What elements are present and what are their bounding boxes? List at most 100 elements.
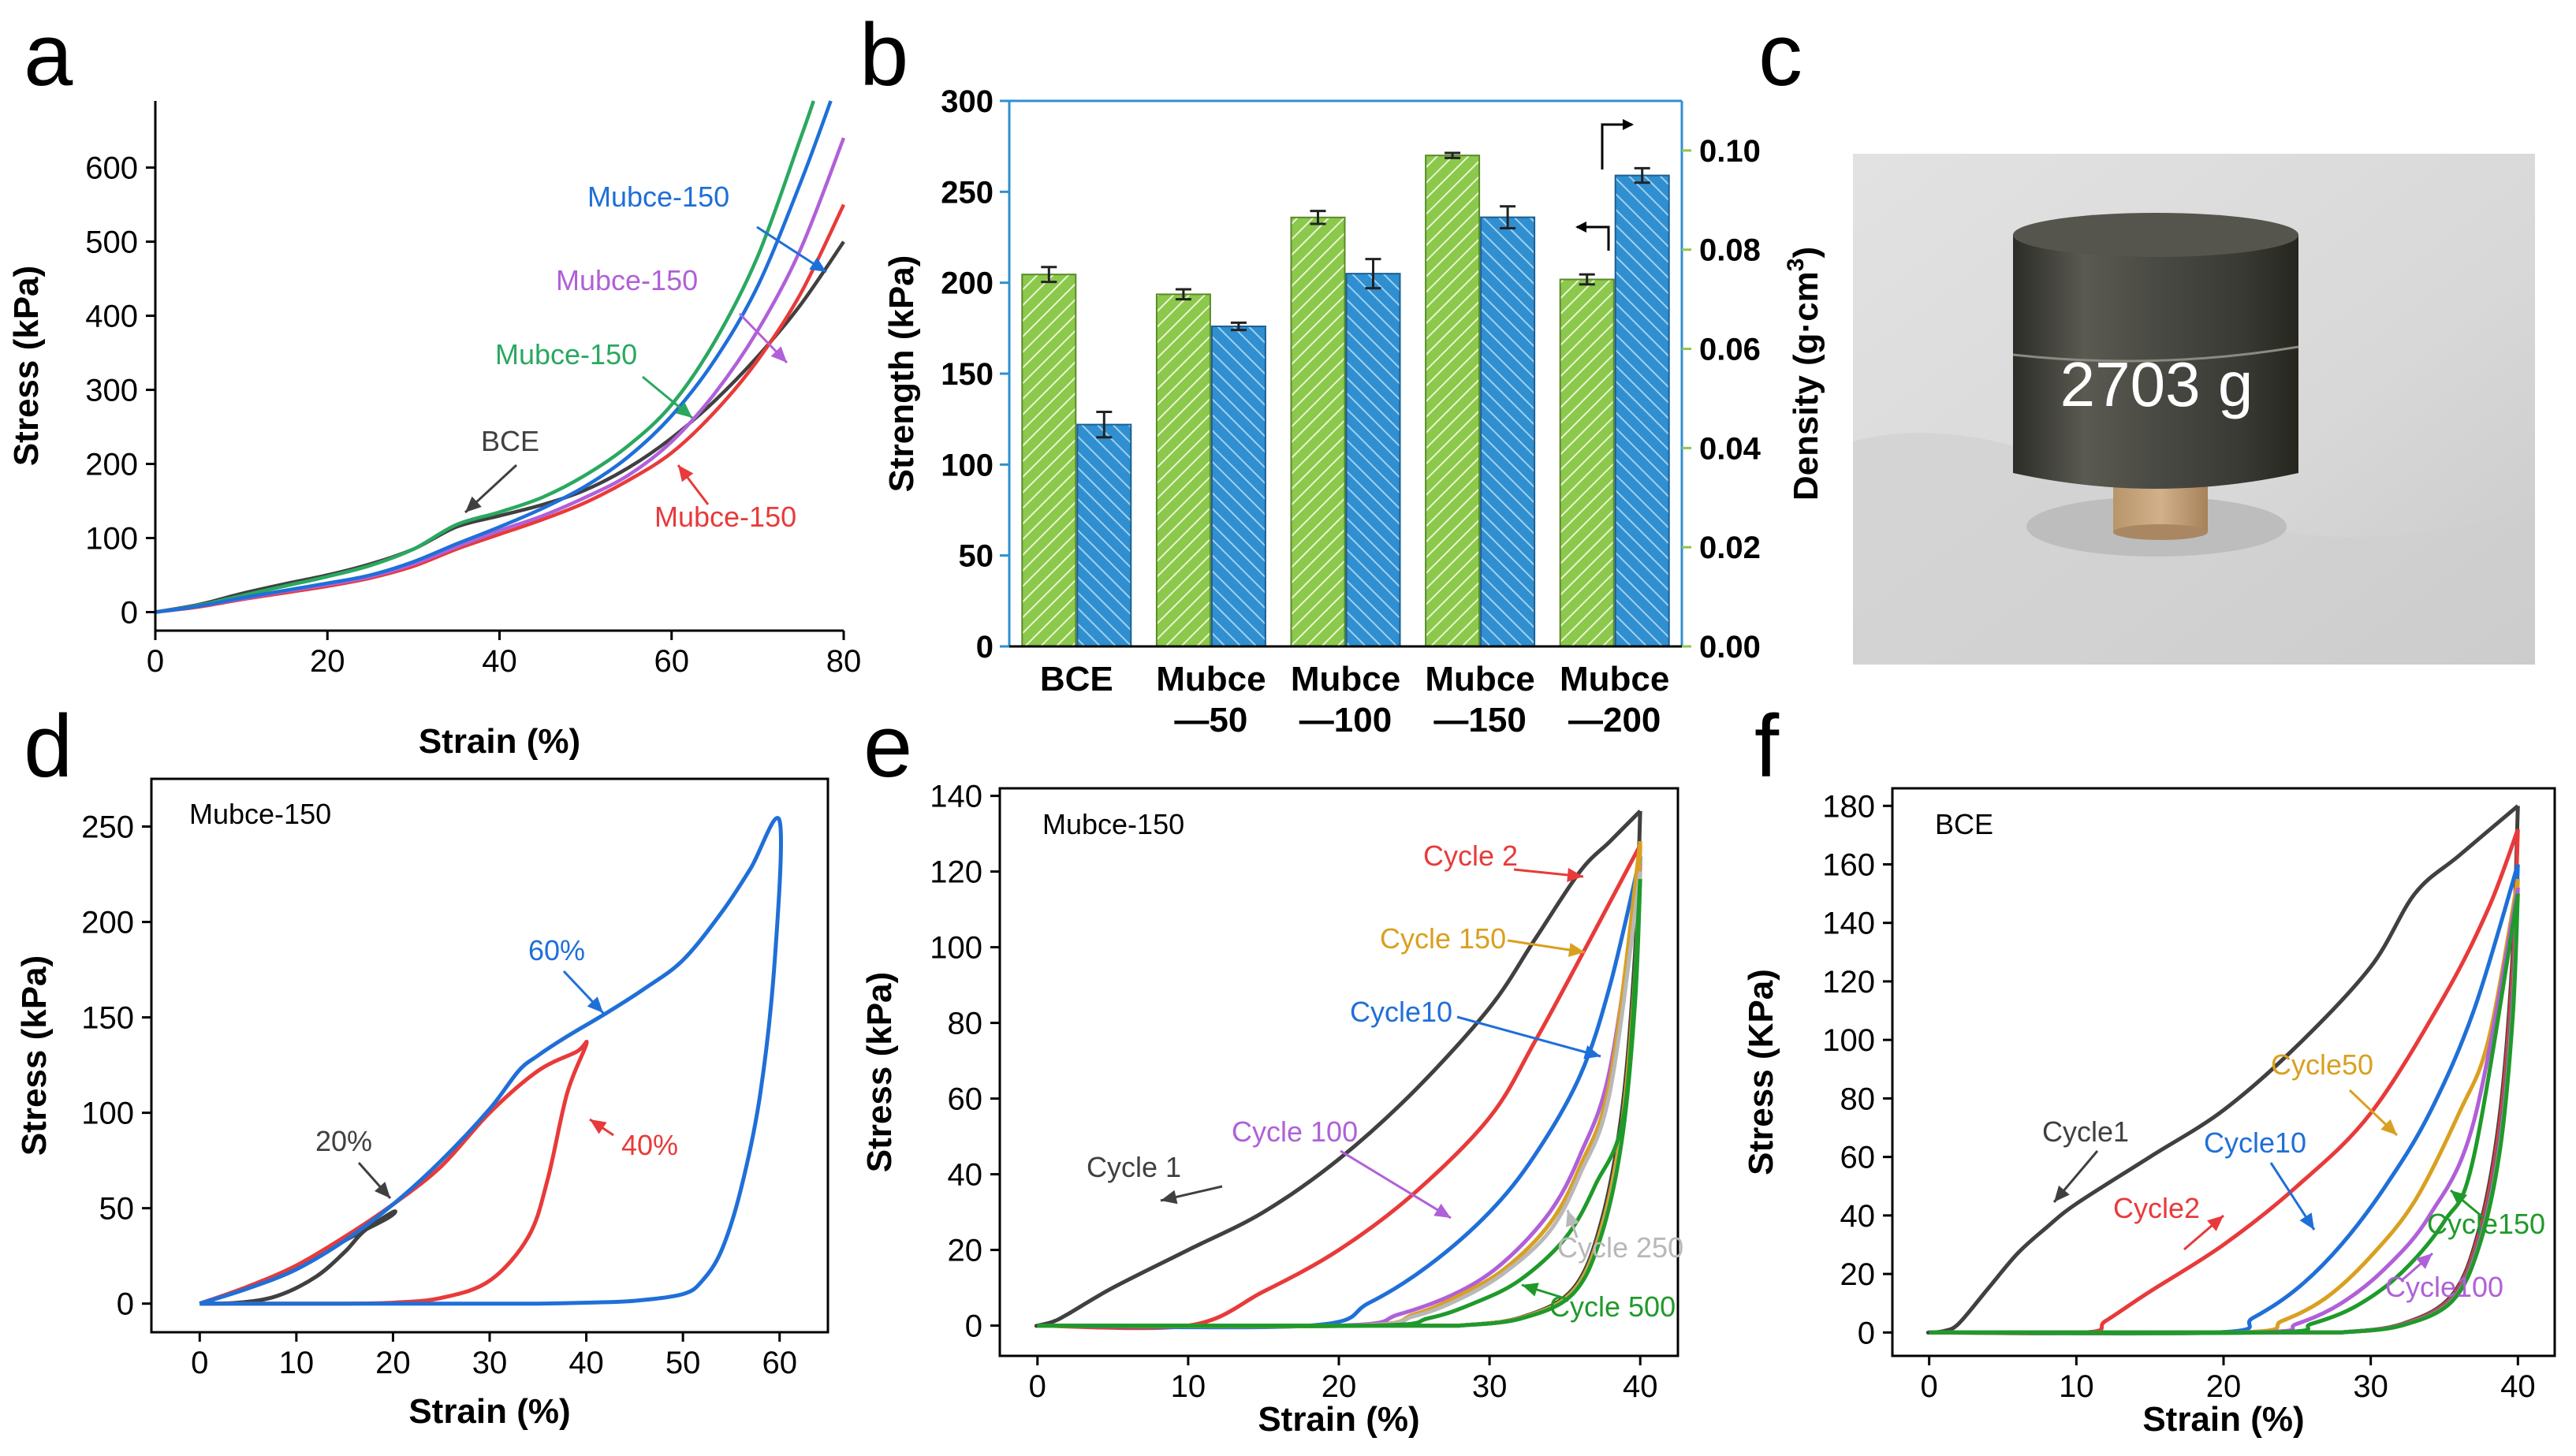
y-tick-label: 160 xyxy=(1822,847,1875,882)
category-label: —150 xyxy=(1433,701,1526,739)
x-tick-label: 40 xyxy=(1623,1369,1658,1404)
y-tick-label: 120 xyxy=(930,855,982,890)
category-label: Mubce xyxy=(1291,660,1400,698)
bar-density xyxy=(1425,155,1481,647)
y-tick-label-left: 200 xyxy=(941,266,993,301)
x-tick-label: 0 xyxy=(1921,1369,1938,1404)
y-tick-label-left: 100 xyxy=(941,448,993,482)
series-annotation: 60% xyxy=(528,934,585,966)
series-annotation: Cycle1 xyxy=(2042,1115,2129,1148)
annotation-arrow-head xyxy=(1567,868,1583,882)
series-annotation: Cycle100 xyxy=(2385,1271,2503,1303)
y-tick-label-right: 0.10 xyxy=(1699,134,1761,169)
annotation-arrow-head xyxy=(1161,1190,1178,1205)
annotation-arrow-head xyxy=(375,1182,390,1198)
series-annotation: Cycle 500 xyxy=(1549,1290,1676,1323)
y-tick-label: 0 xyxy=(121,596,138,631)
steel-weight-top xyxy=(2013,213,2298,257)
category-label: Mubce xyxy=(1156,660,1266,698)
bar-density xyxy=(1155,293,1211,647)
weight-label: 2703 g xyxy=(2060,349,2254,419)
y-tick-label: 0 xyxy=(965,1309,982,1344)
y-tick-label: 140 xyxy=(1822,907,1875,941)
annotation-arrow-head xyxy=(2207,1216,2224,1231)
annotation-arrow-line xyxy=(1456,1015,1601,1058)
panel-c-photo: 2703 g xyxy=(1853,154,2535,665)
y-tick-label: 250 xyxy=(81,810,134,845)
y-tick-label-left: 250 xyxy=(941,175,993,210)
panel-letter-e: e xyxy=(863,697,912,795)
category-label: —100 xyxy=(1299,701,1392,739)
series-annotation: Cycle2 xyxy=(2113,1192,2200,1224)
panel-title: Mubce-150 xyxy=(1042,808,1184,840)
x-tick-label: 10 xyxy=(1171,1369,1206,1404)
y-tick-label-left: 50 xyxy=(959,539,994,574)
y-tick-label-right: 0.08 xyxy=(1699,233,1761,268)
annotation-arrow-head xyxy=(2451,1190,2468,1206)
y-axis-label: Stress (kPa) xyxy=(7,266,46,466)
category-label: Mubce xyxy=(1425,660,1534,698)
bar-strength xyxy=(1345,273,1401,647)
series-line-bce xyxy=(155,240,845,614)
y-tick-label: 50 xyxy=(99,1192,135,1227)
x-tick-label: 20 xyxy=(310,644,345,679)
series-annotation: Mubce-150 xyxy=(587,181,729,213)
x-axis-label: Strain (%) xyxy=(1258,1400,1419,1439)
y-tick-label-left: 150 xyxy=(941,357,993,392)
panel-letter-c: c xyxy=(1758,6,1802,104)
loop-60pct xyxy=(199,816,783,1306)
y-tick-label: 200 xyxy=(85,448,138,482)
y-tick-label: 80 xyxy=(948,1007,983,1041)
category-label: —50 xyxy=(1174,701,1247,739)
cycle-loading-curve xyxy=(1925,804,2519,1335)
y-tick-label: 180 xyxy=(1822,789,1875,824)
x-tick-label: 60 xyxy=(762,1346,797,1380)
annotation-arrow-head xyxy=(809,257,826,272)
x-tick-label: 0 xyxy=(147,644,164,679)
x-tick-label: 20 xyxy=(2206,1369,2242,1404)
x-tick-label: 20 xyxy=(1322,1369,1357,1404)
annotation-arrow-line xyxy=(1340,1149,1452,1220)
y-axis-label-right-main: Density (g·cm xyxy=(1787,271,1825,501)
y-tick-label: 20 xyxy=(948,1234,983,1268)
annotation-arrow-head xyxy=(1522,1283,1539,1297)
panel-letter-f: f xyxy=(1754,697,1780,795)
right-axis-marker-head xyxy=(1623,119,1634,130)
annotation-arrow-head xyxy=(1568,943,1585,957)
annotation-arrow-head xyxy=(465,496,482,512)
annotation-arrow-head xyxy=(770,346,787,363)
x-tick-label: 40 xyxy=(482,644,517,679)
annotation-arrow-head xyxy=(1583,1045,1601,1059)
annotation-arrow-head xyxy=(678,465,694,482)
y-tick-label-right: 0.06 xyxy=(1699,333,1761,367)
series-annotation: 20% xyxy=(315,1125,372,1157)
annotation-arrow-head xyxy=(2299,1212,2314,1230)
y-axis-label: Stress (kPa) xyxy=(15,955,54,1156)
y-tick-label: 100 xyxy=(1822,1023,1875,1058)
annotation-arrow-head xyxy=(590,1119,607,1134)
y-tick-label: 120 xyxy=(1822,965,1875,1000)
panel-a-stress-strain: 0 20 40 60 80 0 100 200 300 400 500 600 Strain (%) St… xyxy=(7,100,861,761)
panel-title: BCE xyxy=(1935,808,1993,840)
bar-strength xyxy=(1480,216,1536,648)
right-axis-marker xyxy=(1601,123,1632,169)
y-axis-label: Stress (KPa) xyxy=(1742,969,1780,1175)
category-label: BCE xyxy=(1040,660,1113,698)
y-tick-label: 60 xyxy=(948,1082,983,1117)
series-annotation: Mubce-150 xyxy=(654,501,796,533)
series-annotation: Cycle150 xyxy=(2427,1208,2545,1240)
series-annotation: Cycle50 xyxy=(2271,1048,2373,1081)
series-line-mubce-150 xyxy=(155,100,833,614)
annotation-arrow-head xyxy=(675,402,692,418)
y-tick-label: 100 xyxy=(81,1097,134,1131)
y-tick-label: 60 xyxy=(1840,1141,1876,1175)
annotation-arrow-head xyxy=(2416,1253,2432,1269)
series-annotation: Cycle10 xyxy=(2204,1126,2306,1159)
y-tick-label-left: 0 xyxy=(976,630,993,665)
y-tick-label-right: 0.04 xyxy=(1699,431,1761,466)
x-tick-label: 50 xyxy=(665,1346,701,1380)
series-annotation: Mubce-150 xyxy=(495,338,637,371)
bar-density xyxy=(1021,274,1077,647)
x-tick-label: 10 xyxy=(279,1346,315,1380)
